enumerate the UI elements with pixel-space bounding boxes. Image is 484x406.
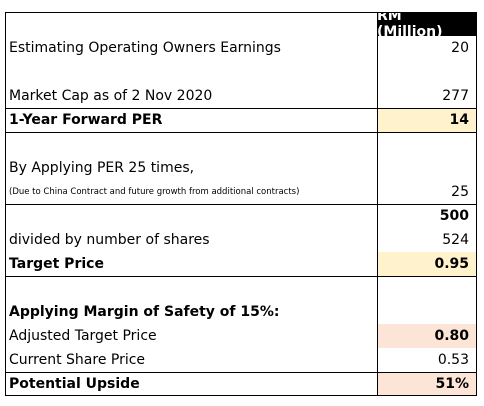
row-value: 277 [442,88,469,104]
table-row-valuation: 500 [5,204,477,228]
row-value [377,156,477,180]
row-label: Target Price [9,256,104,272]
table-row-forward-per: 1-Year Forward PER 14 [5,108,477,132]
table-row-shares: divided by number of shares 524 [5,228,477,252]
row-label [5,204,377,228]
table-row-target-price: Target Price 0.95 [5,252,477,276]
row-value: 14 [377,108,477,132]
table-row-margin-of-safety: Applying Margin of Safety of 15%: [5,300,477,324]
table-row-owners-earnings: Estimating Operating Owners Earnings 20 [5,36,477,60]
row-label: Current Share Price [9,352,146,368]
table-row-blank [5,276,477,300]
row-label: By Applying PER 25 times, [9,160,195,176]
row-label [5,60,377,84]
row-label [5,276,377,300]
row-value: 0.95 [377,252,477,276]
row-label: 1-Year Forward PER [9,112,163,128]
row-value [377,60,477,84]
table-row-blank [5,132,477,156]
row-label: Applying Margin of Safety of 15%: [9,304,280,320]
table-row-blank [5,60,477,84]
table-row-market-cap: Market Cap as of 2 Nov 2020 277 [5,84,477,108]
table-row-applying-per: By Applying PER 25 times, [5,156,477,180]
row-label: divided by number of shares [9,232,210,248]
row-label: Adjusted Target Price [9,328,157,344]
row-value [377,132,477,156]
table-header-row: RM (Million) [5,8,477,40]
row-value [377,300,477,324]
row-value [377,276,477,300]
row-value: 0.80 [377,324,477,348]
row-label: Market Cap as of 2 Nov 2020 [9,88,213,104]
row-value: 25 [451,184,469,200]
section-divider [5,204,477,205]
row-value: 524 [442,232,469,248]
row-value: 20 [451,40,469,56]
table-row-per-note: (Due to China Contract and future growth… [5,180,477,204]
table-row-potential-upside: Potential Upside 51% [5,372,477,396]
row-label: Estimating Operating Owners Earnings [9,40,281,56]
row-label: (Due to China Contract and future growth… [9,187,300,197]
header-empty-cell [5,12,377,36]
valuation-table: RM (Million) Estimating Operating Owners… [5,8,477,396]
row-value: 500 [439,208,469,224]
row-value: 0.53 [437,352,469,368]
row-value: 51% [377,372,477,396]
row-label [5,132,377,156]
table-row-adjusted-target: Adjusted Target Price 0.80 [5,324,477,348]
row-label: Potential Upside [9,376,140,392]
table-row-current-price: Current Share Price 0.53 [5,348,477,372]
unit-header: RM (Million) [377,8,477,40]
